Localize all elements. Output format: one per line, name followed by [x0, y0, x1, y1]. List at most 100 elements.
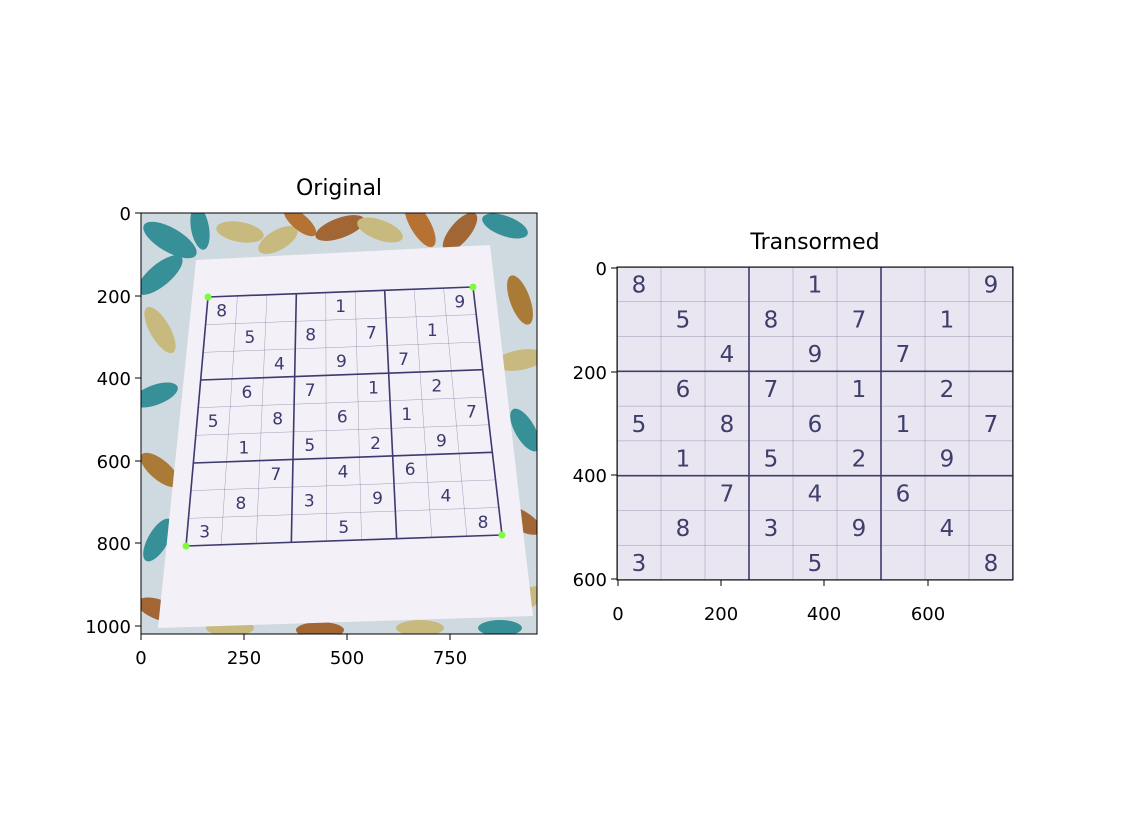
- original-sudoku-digit: 5: [208, 412, 219, 432]
- original-grid-line: [354, 291, 362, 540]
- transformed-sudoku-digit: 8: [984, 551, 999, 577]
- original-sudoku-digit: 3: [199, 523, 210, 543]
- transformed-sudoku-digit: 5: [764, 447, 779, 473]
- original-grid-line: [443, 288, 468, 537]
- original-y-tick: 400: [97, 369, 131, 390]
- original-sudoku-digit: 9: [372, 489, 383, 509]
- original-y-tick: 0: [120, 204, 131, 225]
- transformed-y-axis: 0 200 400 600: [573, 259, 617, 591]
- original-grid-line: [472, 286, 503, 536]
- original-grid-line: [193, 451, 493, 464]
- transformed-sudoku-digit: 7: [764, 377, 779, 403]
- transformed-sudoku-digit: 3: [764, 516, 779, 542]
- original-grid-line: [203, 341, 480, 353]
- transformed-panel: Transormed 8 1 9 5 8 7 1 4 9 7 6 7 1 2 5 8 6 1 7 1 5 2 9 7 4 6 8 3 9…: [573, 230, 1014, 625]
- original-grid-line: [220, 295, 238, 545]
- transformed-sudoku-digit: 9: [940, 447, 955, 473]
- transformed-sudoku-digit: 4: [808, 481, 823, 507]
- original-sudoku-digit: 7: [366, 323, 377, 343]
- transformed-sudoku-digit: 7: [852, 307, 867, 333]
- original-sudoku-digit: 5: [304, 436, 315, 456]
- original-sudoku-digit: 9: [336, 352, 347, 372]
- original-sudoku-digit: 8: [236, 494, 247, 514]
- original-sudoku-digit: 9: [436, 431, 447, 451]
- transformed-sudoku-digit: 5: [676, 307, 691, 333]
- transformed-sudoku-digit: 8: [720, 412, 735, 438]
- original-grid-line: [185, 534, 503, 547]
- transformed-y-tick: 400: [573, 466, 607, 487]
- original-grid-line: [198, 396, 486, 408]
- original-sudoku-digit: 3: [304, 491, 315, 511]
- transformed-sudoku-digit: 9: [808, 342, 823, 368]
- transformed-sudoku-digit: 5: [808, 551, 823, 577]
- paper-sheet: [158, 245, 533, 628]
- transformed-paper: [617, 267, 1013, 580]
- original-sudoku-digit: 6: [337, 407, 348, 427]
- original-sudoku-digit: 2: [370, 434, 381, 454]
- original-grid-line: [413, 289, 433, 538]
- original-sudoku-digit: 4: [441, 487, 452, 507]
- original-sudoku-digit: 8: [272, 410, 283, 430]
- transformed-sudoku-digit: 9: [984, 273, 999, 299]
- original-grid-line: [190, 479, 496, 491]
- transformed-sudoku-digit: 2: [940, 377, 955, 403]
- original-grid-line: [207, 286, 474, 298]
- transformed-sudoku-digit: 1: [940, 307, 955, 333]
- original-y-tick: 800: [97, 534, 131, 555]
- original-grid-line: [290, 293, 298, 543]
- original-sudoku-digit: 7: [398, 350, 409, 370]
- original-grid-line: [200, 368, 483, 381]
- original-sudoku-digit: 7: [271, 465, 282, 485]
- original-grid-line: [255, 294, 268, 544]
- transformed-sudoku-digit: 2: [852, 447, 867, 473]
- original-grid-line: [205, 314, 477, 325]
- original-panel: Original: [85, 176, 538, 669]
- original-x-tick: 250: [227, 648, 261, 669]
- original-grid-line: [383, 290, 398, 539]
- corner-marker-top-left: [204, 293, 212, 301]
- transformed-x-tick: 200: [704, 604, 738, 625]
- original-sudoku-digit: 5: [245, 328, 256, 348]
- original-sudoku-digit: 1: [239, 439, 250, 459]
- original-grid-line: [325, 292, 327, 542]
- transformed-sudoku-digit: 1: [808, 273, 823, 299]
- original-sudoku-digit: 8: [478, 513, 489, 533]
- corner-marker-top-right: [469, 283, 477, 291]
- original-title: Original: [296, 176, 382, 201]
- transformed-sudoku-digit: 7: [896, 342, 911, 368]
- original-sudoku-digit: 1: [401, 405, 412, 425]
- transformed-title: Transormed: [749, 230, 879, 255]
- transformed-sudoku-digit: 1: [896, 412, 911, 438]
- corner-marker-bottom-left: [182, 542, 190, 550]
- transformed-x-tick: 400: [807, 604, 841, 625]
- original-sudoku-digit: 1: [368, 379, 379, 399]
- original-x-tick: 0: [135, 648, 146, 669]
- original-sudoku-digit: 7: [466, 403, 477, 423]
- original-sudoku-digit: 9: [454, 292, 465, 312]
- original-x-axis: 0 250 500 750: [135, 634, 467, 669]
- transformed-sudoku-digit: 5: [632, 412, 647, 438]
- transformed-y-tick: 200: [573, 363, 607, 384]
- original-sudoku-grid: 8 1 95 8 7 14 9 76 7 1 25 8 6 1 71 5 2 97 4 68 3 9 43 5 8: [185, 286, 503, 547]
- transformed-x-axis: 0 200 400 600: [612, 580, 945, 625]
- original-sudoku-digit: 5: [338, 518, 349, 538]
- original-y-tick: 600: [97, 452, 131, 473]
- original-sudoku-digit: 2: [431, 376, 442, 396]
- original-sudoku-digit: 4: [274, 354, 285, 374]
- transformed-sudoku-digit: 6: [676, 377, 691, 403]
- corner-marker-bottom-right: [498, 531, 506, 539]
- original-grid-line: [188, 507, 499, 519]
- original-sudoku-digit: 8: [216, 301, 227, 321]
- transformed-y-tick: 0: [596, 259, 607, 280]
- original-sudoku-digit: 6: [405, 460, 416, 480]
- original-sudoku-digit: 8: [305, 326, 316, 346]
- transformed-sudoku-digit: 9: [852, 516, 867, 542]
- original-grid-line: [185, 296, 209, 547]
- transformed-sudoku-digit: 8: [676, 516, 691, 542]
- original-sudoku-digit: 6: [242, 383, 253, 403]
- original-y-axis: 0 200 400 600 800 1000: [85, 204, 141, 638]
- transformed-sudoku-digit: 4: [720, 342, 735, 368]
- original-sudoku-digit: 1: [427, 321, 438, 341]
- original-sudoku-digit: 1: [335, 297, 346, 317]
